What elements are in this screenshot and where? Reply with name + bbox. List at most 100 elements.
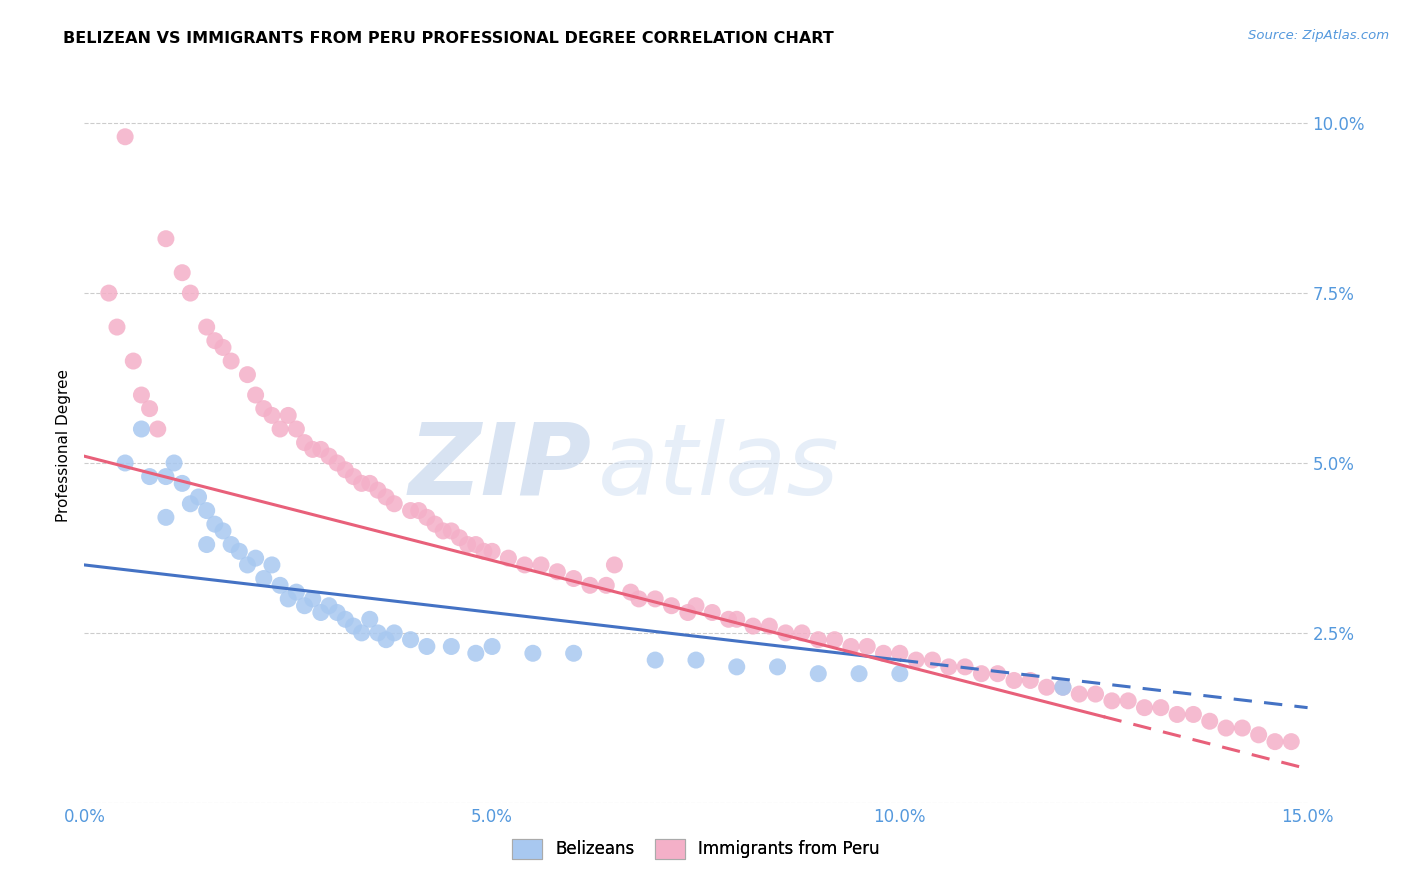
Point [790, 626, 813, 640]
Point [987, 666, 1010, 681]
Point [546, 565, 568, 579]
Point [236, 558, 259, 572]
Point [620, 585, 643, 599]
Point [498, 551, 520, 566]
Point [481, 544, 503, 558]
Point [423, 517, 446, 532]
Point [432, 524, 454, 538]
Point [921, 653, 943, 667]
Point [277, 591, 299, 606]
Point [245, 388, 267, 402]
Point [309, 606, 332, 620]
Point [1052, 680, 1074, 694]
Point [195, 537, 218, 551]
Point [685, 653, 707, 667]
Point [758, 619, 780, 633]
Point [1215, 721, 1237, 735]
Point [685, 599, 707, 613]
Point [1002, 673, 1025, 688]
Point [603, 558, 626, 572]
Point [938, 660, 960, 674]
Point [889, 666, 911, 681]
Point [1101, 694, 1123, 708]
Point [1279, 734, 1302, 748]
Point [970, 666, 993, 681]
Point [277, 409, 299, 423]
Point [1247, 728, 1270, 742]
Point [1019, 673, 1042, 688]
Point [382, 626, 405, 640]
Point [245, 551, 267, 566]
Point [1264, 734, 1286, 748]
Point [131, 388, 153, 402]
Point [742, 619, 765, 633]
Point [212, 341, 235, 355]
Point [562, 572, 585, 586]
Point [260, 409, 283, 423]
Point [1084, 687, 1107, 701]
Point [228, 544, 250, 558]
Point [294, 599, 316, 613]
Point [326, 456, 349, 470]
Point [399, 632, 422, 647]
Point [342, 469, 364, 483]
Point [627, 591, 650, 606]
Point [179, 497, 201, 511]
Point [367, 626, 389, 640]
Point [285, 422, 308, 436]
Point [702, 606, 724, 620]
Point [644, 653, 666, 667]
Point [725, 660, 748, 674]
Point [131, 422, 153, 436]
Point [163, 456, 186, 470]
Point [1052, 680, 1074, 694]
Point [856, 640, 879, 654]
Point [122, 354, 145, 368]
Point [105, 320, 128, 334]
Point [382, 497, 405, 511]
Point [285, 585, 308, 599]
Point [318, 599, 340, 613]
Point [807, 666, 830, 681]
Point [449, 531, 471, 545]
Point [464, 646, 486, 660]
Point [335, 463, 357, 477]
Point [260, 558, 283, 572]
Text: atlas: atlas [598, 419, 839, 516]
Point [416, 640, 439, 654]
Point [416, 510, 439, 524]
Point [644, 591, 666, 606]
Point [1182, 707, 1205, 722]
Point [839, 640, 862, 654]
Point [676, 606, 699, 620]
Point [179, 286, 201, 301]
Point [350, 476, 373, 491]
Point [155, 469, 177, 483]
Point [204, 334, 226, 348]
Point [219, 354, 242, 368]
Point [905, 653, 928, 667]
Point [1035, 680, 1057, 694]
Point [408, 503, 430, 517]
Point [269, 578, 291, 592]
Point [530, 558, 553, 572]
Point [595, 578, 617, 592]
Point [301, 442, 323, 457]
Y-axis label: Professional Degree: Professional Degree [56, 369, 72, 523]
Point [399, 503, 422, 517]
Point [204, 517, 226, 532]
Point [807, 632, 830, 647]
Point [236, 368, 259, 382]
Point [579, 578, 602, 592]
Point [155, 510, 177, 524]
Point [725, 612, 748, 626]
Point [359, 476, 381, 491]
Point [775, 626, 797, 640]
Point [457, 537, 479, 551]
Point [367, 483, 389, 498]
Point [872, 646, 894, 660]
Point [114, 456, 136, 470]
Point [172, 266, 194, 280]
Point [318, 449, 340, 463]
Point [326, 606, 349, 620]
